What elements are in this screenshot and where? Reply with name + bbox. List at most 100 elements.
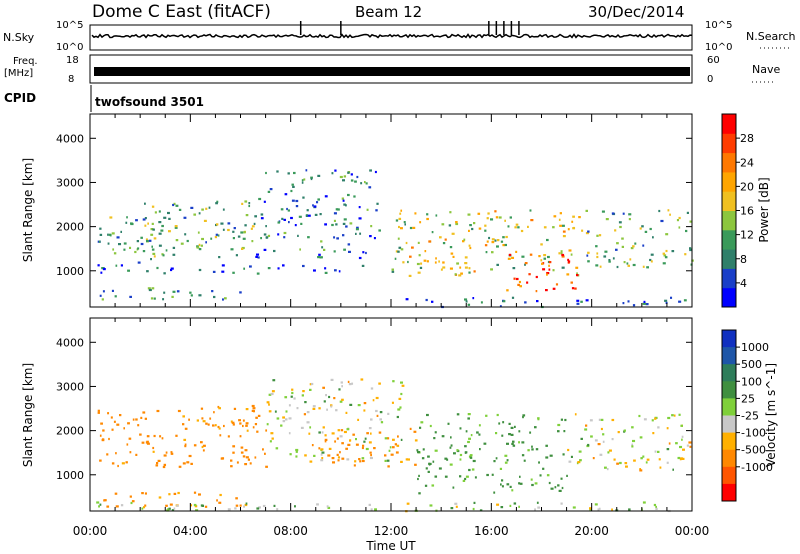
power-echo-cell [663,254,667,257]
power-echo-cell [548,264,550,267]
time-tick-label: 00:00 [675,524,710,538]
power-echo-cell [614,229,617,232]
velocity-echo-cell [145,441,148,444]
velocity-echo-cell [417,451,421,454]
noise-tick-low-left: 10^0 [56,42,83,53]
power-echo-cell [216,200,219,203]
power-colorbar-tick-label: 24 [740,156,754,169]
velocity-echo-cell [512,440,515,443]
power-echo-cell [232,230,235,233]
velocity-echo-cell [394,443,397,446]
velocity-echo-cell [244,463,248,466]
nsky-label: N.Sky [3,31,35,44]
power-echo-cell [338,270,341,273]
velocity-echo-cell [514,425,516,428]
power-echo-cell [576,302,580,305]
power-echo-cell [562,235,566,238]
power-echo-cell [685,229,688,233]
power-echo-cell [242,237,246,240]
velocity-colorbar-tick-label: -100 [741,427,766,440]
power-echo-cell [467,303,471,306]
power-echo-cell [596,234,599,237]
velocity-echo-cell [264,452,266,455]
power-echo-cell [464,256,468,259]
velocity-echo-cell [347,380,350,383]
power-colorbar-swatch [722,171,736,192]
power-echo-cell [505,235,508,239]
power-echo-cell [571,287,575,290]
power-echo-cell [345,225,348,228]
velocity-echo-cell [433,437,436,440]
power-echo-cell [630,247,634,250]
power-echo-cell [120,230,123,233]
power-echo-cell [212,270,216,273]
power-axes: 1000 2000 3000 4000 [56,114,693,307]
power-echo-cell [689,220,693,223]
power-echo-cell [267,234,271,237]
velocity-echo-cell [566,474,568,477]
velocity-echo-cell [361,459,365,463]
power-echo-cell [151,205,155,208]
velocity-echo-cell [509,485,512,488]
velocity-echo-cell [245,456,249,459]
velocity-echo-cell [115,505,119,508]
power-echo-cell [135,219,138,222]
power-echo-cell [486,240,489,243]
power-echo-cell [147,287,151,290]
velocity-echo-layer [96,378,692,513]
velocity-echo-cell [508,433,511,436]
power-echo-cell [488,236,491,240]
velocity-echo-cell [99,434,102,437]
velocity-echo-cell [190,462,193,465]
power-echo-cell [160,229,164,232]
power-echo-cell [198,248,202,251]
power-echo-cell [665,249,668,253]
velocity-echo-cell [326,408,328,411]
velocity-echo-cell [434,475,438,478]
power-echo-cell [480,301,483,304]
velocity-echo-cell [161,437,164,440]
velocity-echo-cell [522,414,526,417]
power-echo-cell [598,234,602,237]
velocity-echo-cell [407,458,410,461]
velocity-echo-cell [472,507,475,511]
power-echo-cell [140,242,144,246]
velocity-echo-cell [337,429,340,432]
velocity-echo-cell [236,461,239,464]
velocity-echo-cell [459,475,462,478]
velocity-echo-cell [327,506,331,509]
velocity-echo-cell [429,424,432,428]
power-echo-cell [170,268,173,272]
velocity-echo-cell [159,435,162,438]
power-echo-cell [601,210,605,213]
power-echo-cell [287,209,290,212]
velocity-echo-cell [270,392,274,396]
velocity-echo-cell [301,394,304,397]
power-echo-cell [495,216,499,219]
power-echo-cell [292,185,295,188]
power-echo-cell [504,219,507,222]
power-echo-cell [281,217,284,220]
velocity-echo-cell [349,439,352,442]
power-echo-cell [462,240,465,243]
velocity-echo-cell [623,429,626,432]
velocity-echo-cell [508,422,511,425]
power-echo-cell [295,199,299,203]
velocity-echo-cell [468,455,472,458]
power-echo-cell [468,267,471,270]
velocity-echo-cell [598,507,601,510]
power-echo-cell [548,268,551,271]
velocity-echo-cell [310,382,314,386]
power-echo-cell [484,244,488,247]
power-echo-cell [291,183,294,186]
velocity-echo-cell [384,437,388,440]
power-echo-cell [514,226,517,229]
power-echo-cell [150,228,154,231]
power-echo-cell [450,252,454,255]
power-echo-cell [627,264,631,267]
velocity-echo-cell [190,504,193,507]
velocity-echo-cell [421,457,425,460]
power-echo-cell [201,237,204,241]
power-echo-cell [306,209,309,212]
power-echo-cell [356,226,359,229]
